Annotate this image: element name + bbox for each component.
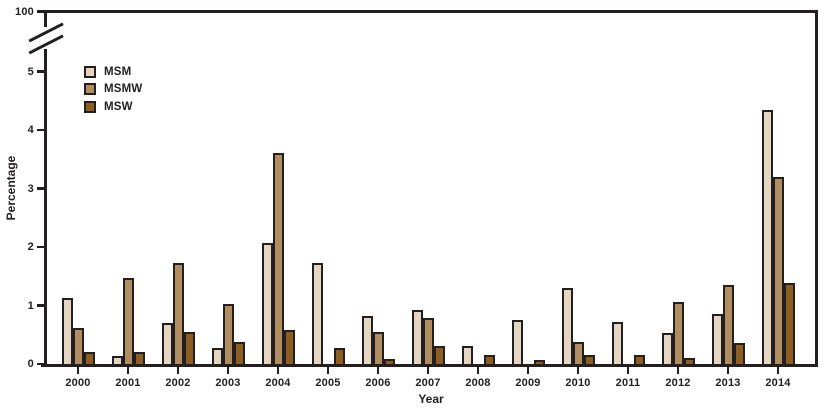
x-tick-2010	[576, 367, 580, 374]
x-tick-label-2011: 2011	[615, 377, 641, 389]
y-tick-label-4: 4	[27, 124, 34, 136]
y-tick-1	[37, 304, 45, 307]
bar-2004-msm	[261, 242, 273, 367]
y-tick-2	[37, 245, 45, 249]
bar-2002-msw	[183, 331, 195, 367]
y-tick-label-1: 1	[27, 299, 34, 312]
x-axis-line	[41, 364, 818, 367]
bar-2013-msmw	[722, 285, 734, 367]
x-tick-label-2013: 2013	[715, 377, 741, 389]
legend-item-msw: MSW	[84, 98, 142, 116]
x-tick-label-2010: 2010	[565, 377, 591, 389]
bar-2014-msm	[761, 109, 773, 367]
legend-item-msmw: MSMW	[84, 81, 142, 99]
bar-2004-msmw	[272, 153, 284, 367]
x-tick-label-2003: 2003	[215, 377, 241, 389]
x-tick-2013	[726, 367, 730, 374]
legend-swatch-msw	[84, 100, 96, 113]
bar-2013-msm	[711, 313, 723, 367]
bar-2010-msm	[561, 287, 573, 367]
bar-2006-msmw	[372, 331, 384, 367]
x-tick-label-2004: 2004	[265, 377, 291, 389]
x-tick-2009	[526, 367, 530, 374]
x-tick-2006	[376, 367, 380, 374]
y-tick-5	[37, 70, 45, 73]
x-tick-label-2005: 2005	[315, 377, 341, 389]
bar-2006-msm	[361, 316, 373, 367]
legend-label-msw: MSW	[104, 100, 133, 113]
bar-2003-msmw	[222, 303, 234, 367]
bar-2012-msm	[661, 332, 673, 367]
y-axis-lower-segment	[44, 49, 47, 367]
y-axis-title: Percentage	[4, 155, 18, 221]
bar-2012-msmw	[672, 301, 684, 367]
bar-2007-msm	[411, 309, 423, 367]
bar-2004-msw	[283, 330, 295, 367]
x-tick-2000	[76, 367, 80, 374]
x-tick-2001	[126, 367, 130, 374]
bar-2001-msmw	[122, 278, 134, 367]
bar-2014-msmw	[772, 176, 784, 367]
x-tick-label-2002: 2002	[165, 377, 191, 389]
bar-2009-msm	[511, 320, 523, 367]
x-tick-2002	[176, 367, 180, 374]
y-tick-3	[37, 187, 45, 190]
bar-2002-msmw	[172, 262, 184, 367]
x-tick-label-2001: 2001	[115, 377, 141, 389]
x-tick-label-2014: 2014	[765, 377, 791, 389]
x-tick-label-2006: 2006	[365, 377, 391, 389]
y-tick-4	[37, 128, 45, 132]
legend-swatch-msm	[84, 65, 96, 78]
y-tick-label-5: 5	[27, 65, 34, 78]
y-tick-label-2: 2	[27, 241, 34, 253]
x-tick-2008	[476, 367, 480, 374]
bar-2014-msw	[783, 283, 795, 367]
x-tick-2012	[676, 367, 680, 374]
legend-swatch-msmw	[84, 83, 96, 96]
x-tick-2005	[326, 367, 330, 374]
bar-2000-msm	[61, 298, 73, 367]
legend-label-msmw: MSMW	[104, 83, 143, 96]
x-tick-2003	[226, 367, 230, 374]
x-tick-label-2000: 2000	[65, 377, 91, 389]
bar-2000-msmw	[72, 327, 84, 367]
y-tick-label-0: 0	[27, 358, 34, 370]
y-tick-100	[37, 10, 45, 13]
legend: MSM MSMW MSW	[84, 63, 142, 116]
bar-2011-msm	[611, 321, 623, 367]
x-tick-2011	[626, 367, 630, 374]
plot-right-border	[815, 10, 818, 367]
x-tick-label-2009: 2009	[515, 377, 541, 389]
x-tick-2007	[426, 367, 430, 374]
y-axis-upper-segment	[44, 10, 47, 27]
y-tick-label-3: 3	[27, 182, 34, 195]
bar-2002-msm	[161, 323, 173, 367]
x-tick-label-2007: 2007	[415, 377, 441, 389]
legend-item-msm: MSM	[84, 63, 142, 81]
plot-top-border	[44, 10, 818, 13]
bar-2005-msm	[311, 262, 323, 367]
y-tick-label-100: 100	[15, 5, 34, 18]
x-tick-label-2008: 2008	[465, 377, 491, 389]
x-axis-title: Year	[418, 392, 444, 406]
x-tick-2014	[776, 367, 780, 374]
x-tick-2004	[276, 367, 280, 374]
x-tick-label-2012: 2012	[665, 377, 691, 389]
legend-label-msm: MSM	[104, 65, 132, 78]
bar-2007-msmw	[422, 318, 434, 367]
